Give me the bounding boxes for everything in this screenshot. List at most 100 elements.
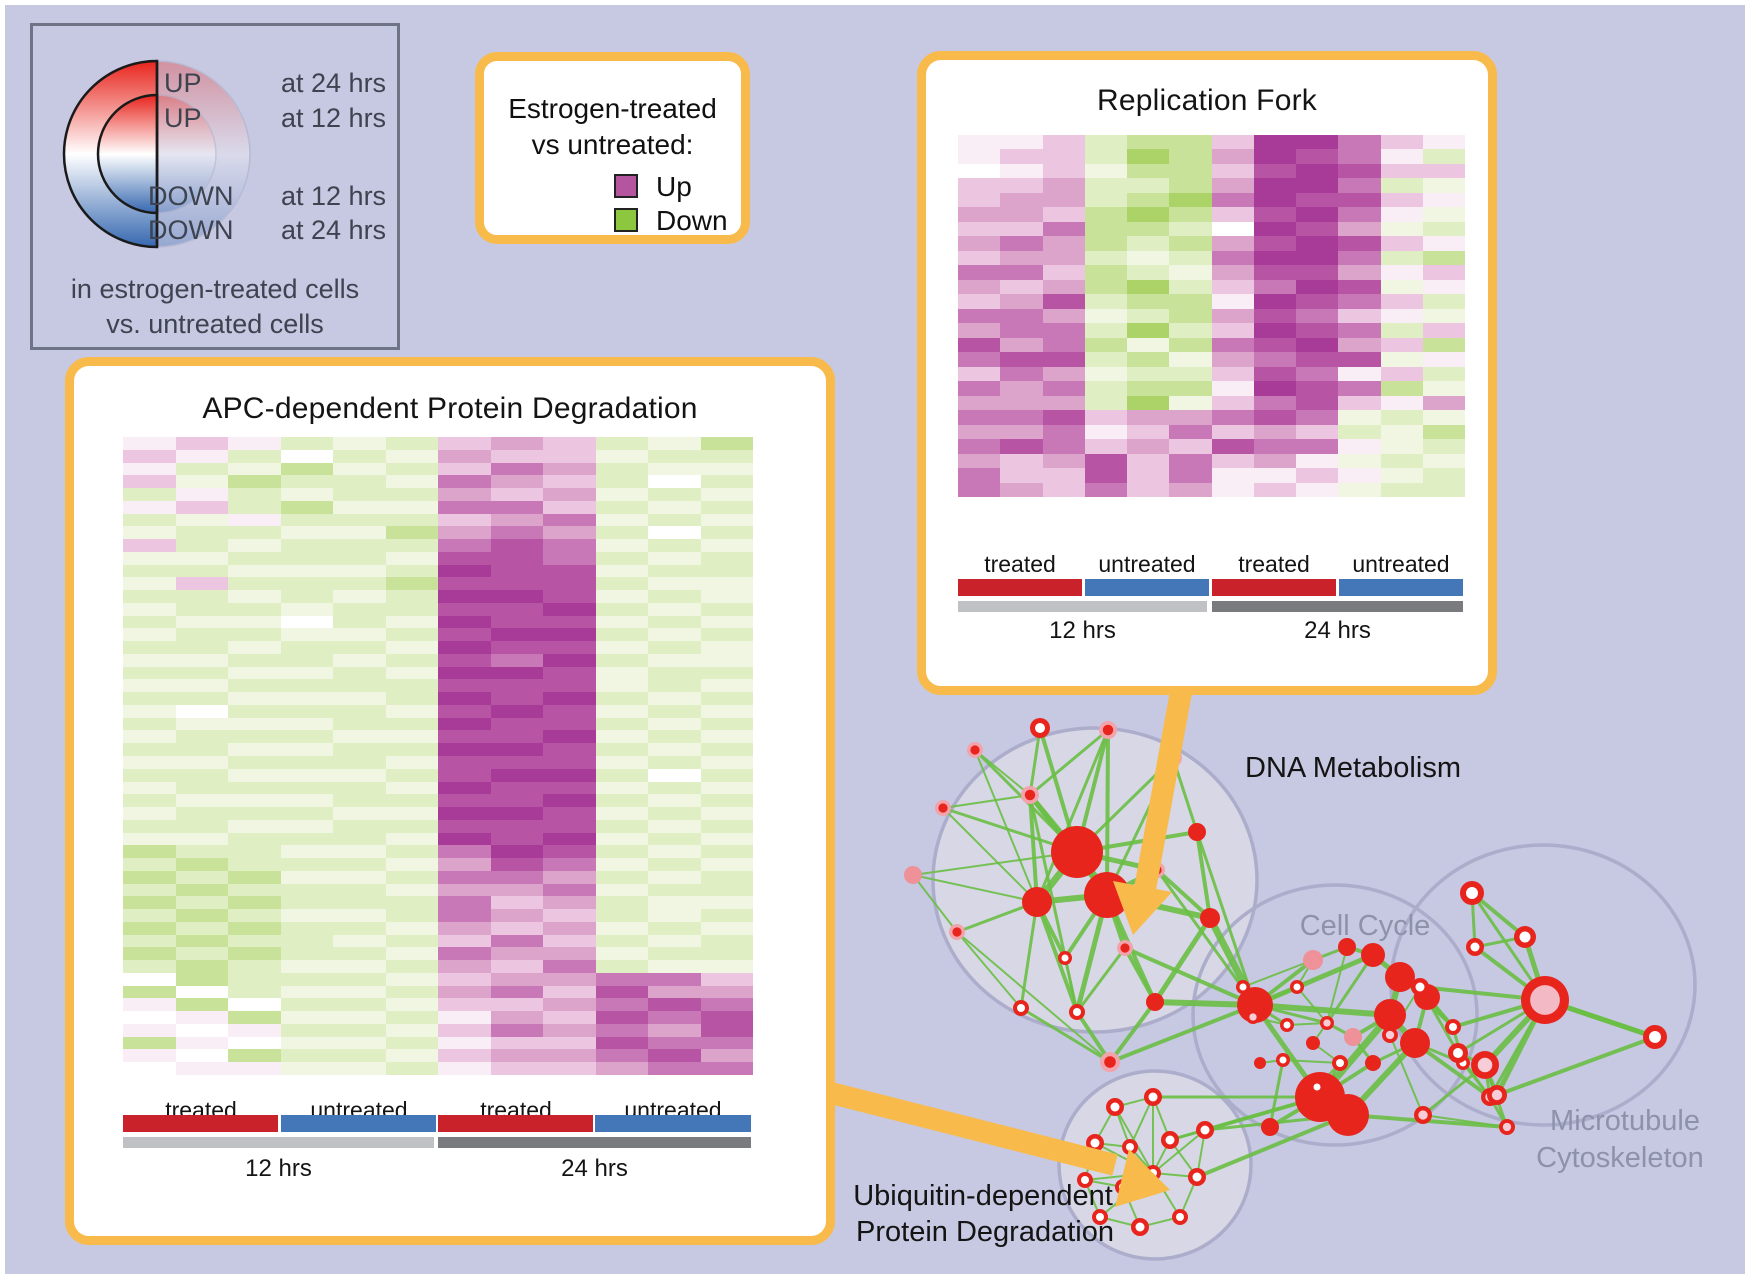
heatmap-cell <box>123 858 176 871</box>
network-node-26 <box>1400 1028 1430 1058</box>
heatmap-cell <box>175 1036 228 1050</box>
heatmap-cell <box>385 972 438 986</box>
heatmap-cell <box>700 768 753 782</box>
heatmap-cell <box>175 551 228 565</box>
network-edge <box>974 749 1038 903</box>
heatmap-cell <box>595 858 648 871</box>
heatmap-cell <box>333 653 386 667</box>
heatmap-cell <box>1422 163 1465 179</box>
heatmap-cell <box>958 381 1001 396</box>
heatmap-cell <box>490 883 543 897</box>
heatmap-cell <box>700 832 753 846</box>
apc-24hrs-bar <box>438 1137 751 1148</box>
heatmap-cell <box>280 488 333 501</box>
heatmap-cell <box>333 858 386 871</box>
heatmap-cell <box>490 756 543 769</box>
heatmap-cell <box>280 947 333 961</box>
heatmap-cell <box>543 679 596 693</box>
heatmap-cell <box>1042 453 1085 469</box>
network-node-core-54 <box>1491 1089 1503 1101</box>
heatmap-cell <box>1338 250 1381 266</box>
heatmap-cell <box>123 1036 176 1050</box>
heatmap-cell <box>123 602 176 616</box>
heatmap-cell <box>438 551 491 565</box>
heatmap-cell <box>1338 149 1381 164</box>
network-node-core-69 <box>1176 1213 1184 1221</box>
network-node-8 <box>1051 826 1103 878</box>
heatmap-cell <box>123 972 176 986</box>
heatmap-cell <box>543 768 596 782</box>
heatmap-cell <box>1127 250 1170 266</box>
heatmap-cell <box>958 337 1001 353</box>
heatmap-cell <box>700 500 753 514</box>
heatmap-cell <box>228 1023 281 1037</box>
heatmap-cell <box>385 551 438 565</box>
heatmap-cell <box>385 653 438 667</box>
heatmap-cell <box>543 717 596 731</box>
heatmap-cell <box>385 1036 438 1050</box>
heatmap-cell <box>490 437 543 450</box>
heatmap-cell <box>333 704 386 718</box>
heatmap-cell <box>385 883 438 897</box>
network-edge <box>1019 900 1039 1010</box>
heatmap-cell <box>490 449 543 463</box>
heatmap-cell <box>543 832 596 846</box>
heatmap-cell <box>490 947 543 961</box>
heatmap-cell <box>1042 424 1085 440</box>
rf-treated-bar-24 <box>1212 579 1336 596</box>
heatmap-cell <box>1296 482 1339 497</box>
heatmap-cell <box>280 743 333 756</box>
heatmap-cell <box>123 947 176 961</box>
network-edge <box>912 851 1078 876</box>
heatmap-cell <box>1042 221 1085 237</box>
heatmap-cell <box>175 628 228 642</box>
heatmap-cell <box>438 934 491 948</box>
network-node-23 <box>1361 943 1385 967</box>
heatmap-cell <box>385 539 438 552</box>
heatmap-cell <box>595 896 648 910</box>
network-node-core-35 <box>1336 1059 1344 1067</box>
heatmap-cell <box>1380 366 1423 382</box>
heatmap-cell <box>1169 149 1212 164</box>
heatmap-cell <box>385 985 438 999</box>
network-edge <box>912 874 1038 903</box>
heatmap-cell <box>1211 482 1254 497</box>
heatmap-cell <box>333 1062 386 1075</box>
heatmap-cell <box>175 475 228 489</box>
heatmap-cell <box>438 883 491 897</box>
heatmap-cell <box>490 590 543 603</box>
heatmap-cell <box>333 551 386 565</box>
heatmap-cell <box>648 437 701 450</box>
heatmap-cell <box>1084 135 1127 150</box>
heatmap-cell <box>228 500 281 514</box>
heatmap-cell <box>175 743 228 756</box>
network-node-core-66 <box>1192 1172 1202 1182</box>
heatmap-cell <box>1084 381 1127 396</box>
heatmap-cell <box>543 730 596 744</box>
heatmap-cell <box>490 475 543 489</box>
heatmap-cell <box>1000 236 1043 251</box>
heatmap-cell <box>333 960 386 973</box>
heatmap-cell <box>1422 236 1465 251</box>
heatmap-cell <box>280 794 333 808</box>
heatmap-cell <box>490 921 543 935</box>
heatmap-cell <box>1084 192 1127 208</box>
heatmap-cell <box>648 743 701 756</box>
heatmap-cell <box>385 564 438 578</box>
heatmap-cell <box>175 730 228 744</box>
heatmap-cell <box>1422 294 1465 309</box>
network-node-core-52 <box>1477 1057 1493 1073</box>
heatmap-cell <box>1422 381 1465 396</box>
network-node-45 <box>1261 1118 1279 1136</box>
heatmap-cell <box>228 602 281 616</box>
heatmap-cell <box>1042 323 1085 338</box>
heatmap-cell <box>1422 482 1465 497</box>
heatmap-cell <box>228 449 281 463</box>
heatmap-cell <box>333 1049 386 1063</box>
network-node-core-61 <box>1126 1143 1134 1151</box>
heatmap-cell <box>385 717 438 731</box>
heatmap-cell <box>280 539 333 552</box>
heatmap-cell <box>123 985 176 999</box>
heatmap-cell <box>333 513 386 527</box>
heatmap-cell <box>1000 468 1043 483</box>
